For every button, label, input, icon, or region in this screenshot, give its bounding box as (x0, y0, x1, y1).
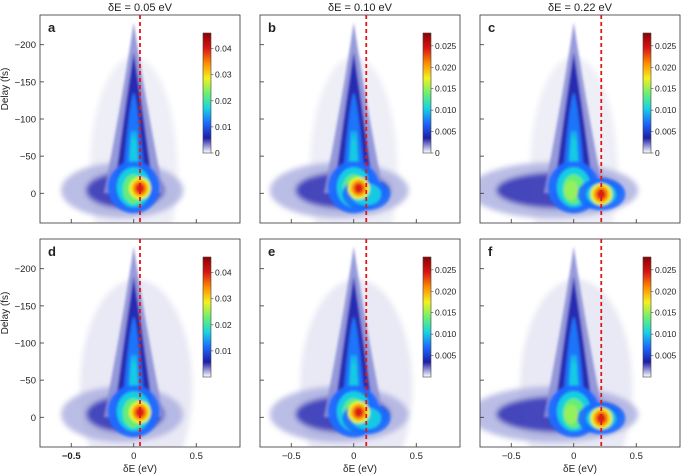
colorbar: 0 0.01 0.02 0.03 0.04 (202, 32, 232, 158)
colorbar: 0 0.005 0.010 0.015 0.020 0.025 (422, 32, 457, 158)
colorbar-tick-label: 0.04 (215, 44, 232, 54)
colorbar-tick-label: 0.020 (435, 62, 457, 72)
colorbar-tick-label: 0.015 (435, 308, 457, 318)
y-tick-label: −150 (15, 77, 36, 88)
y-tick-label: −200 (15, 264, 36, 275)
colorbar-tick-label: 0.010 (435, 105, 457, 115)
colorbar: 0.005 0.010 0.015 0.020 0.025 (642, 256, 677, 378)
colorbar-tick-label: 0.03 (215, 294, 232, 304)
colorbar-tick-label: 0.020 (655, 286, 677, 296)
x-tick-label: 0.5 (410, 451, 423, 462)
x-tick-label: −0.5 (282, 451, 301, 462)
y-tick-label: −100 (15, 339, 36, 350)
x-axis-label: δE (eV) (123, 464, 157, 474)
y-tick-label: 0 (31, 413, 36, 424)
colorbar-tick-label: 0.010 (655, 329, 677, 339)
heatmap-intensity (61, 22, 184, 223)
column-title: δE = 0.10 eV (328, 2, 393, 14)
x-tick-label: 0 (571, 451, 576, 462)
y-tick-label: −50 (20, 376, 36, 387)
colorbar-tick-label: 0.005 (435, 351, 457, 361)
colorbar-tick-label: 0.03 (215, 70, 232, 80)
colorbar-tick-label: 0.025 (435, 41, 457, 51)
panel-letter: e (268, 244, 275, 259)
colorbar-tick-label: 0.02 (215, 96, 232, 106)
colorbar-tick-label: 0.04 (215, 268, 232, 278)
colorbar-tick-label: 0.005 (655, 127, 677, 137)
y-tick-label: −100 (15, 115, 36, 126)
colorbar: 0.01 0.02 0.03 0.04 (202, 256, 232, 378)
panel-letter: a (48, 20, 56, 35)
colorbar-tick-label: 0.010 (655, 105, 677, 115)
x-axis-label: δE (eV) (343, 464, 377, 474)
x-tick-label: 0.5 (190, 451, 203, 462)
colorbar-tick-label: 0 (215, 148, 220, 158)
colorbar-tick-label: 0.015 (655, 84, 677, 94)
y-tick-label: −200 (15, 40, 36, 51)
panel-letter: d (48, 244, 56, 259)
colorbar-gradient (642, 32, 652, 154)
colorbar-tick-label: 0.010 (435, 329, 457, 339)
colorbar-tick-label: 0.025 (655, 41, 677, 51)
panel-b: b 0 0.005 0.010 0.015 0.020 0.025 (259, 14, 461, 224)
panel-letter: b (268, 20, 276, 35)
colorbar-tick-label: 0.025 (435, 265, 457, 275)
x-tick-label: 0.5 (630, 451, 643, 462)
y-axis-label: Delay (fs) (0, 68, 11, 111)
colorbar-tick-label: 0.005 (435, 127, 457, 137)
colorbar-tick-label: 0.01 (215, 122, 232, 132)
colorbar-tick-label: 0.020 (435, 286, 457, 296)
colorbar-tick-label: 0.015 (435, 84, 457, 94)
heatmap-intensity (269, 246, 413, 447)
colorbar-tick-label: 0.020 (655, 62, 677, 72)
y-tick-label: 0 (31, 189, 36, 200)
colorbar-gradient (202, 32, 212, 154)
x-tick-label: −0.5 (502, 451, 521, 462)
colorbar-tick-label: 0.01 (215, 346, 232, 356)
colorbar-tick-label: 0.015 (655, 308, 677, 318)
column-title: δE = 0.05 eV (108, 2, 173, 14)
column-title: δE = 0.22 eV (548, 2, 613, 14)
y-tick-label: −50 (20, 152, 36, 163)
heatmap-intensity (61, 246, 193, 447)
panel-letter: c (488, 20, 495, 35)
colorbar-tick-label: 0.025 (655, 265, 677, 275)
panel-c: c 0 0.005 0.010 0.015 0.020 0.025 (479, 14, 681, 224)
x-tick-label: 0 (131, 451, 136, 462)
y-axis-label: Delay (fs) (0, 292, 11, 335)
colorbar-tick-label: 0.005 (655, 351, 677, 361)
x-tick-label: −0.5 (62, 451, 81, 462)
colorbar: 0 0.005 0.010 0.015 0.020 0.025 (642, 32, 677, 158)
y-tick-label: −150 (15, 301, 36, 312)
colorbar-tick-label: 0 (435, 148, 440, 158)
panel-e: e −0.5 0 0.5 δE (eV) 0.005 0.010 0.015 0.020 0.02… (259, 238, 461, 474)
colorbar-gradient (642, 256, 652, 378)
x-tick-label: 0 (351, 451, 356, 462)
panel-f: f −0.5 0 0.5 δE (eV) 0.005 0.010 0.015 0.020 0.02… (479, 238, 681, 474)
colorbar-gradient (202, 256, 212, 378)
colorbar-gradient (422, 256, 432, 378)
colorbar-tick-label: 0.02 (215, 320, 232, 330)
heatmap-intensity (480, 246, 639, 447)
x-axis-label: δE (eV) (563, 464, 597, 474)
heatmap-intensity (480, 22, 639, 223)
colorbar-gradient (422, 32, 432, 154)
panel-letter: f (488, 244, 493, 259)
panel-d: d −200 −150 −100 −50 0 Delay (fs) −0.5 0 0.5 δE (e… (0, 238, 241, 474)
colorbar: 0.005 0.010 0.015 0.020 0.025 (422, 256, 457, 378)
panel-a: a −200 −150 −100 −50 0 Delay (fs) 0 0.01 0.02 0.03… (0, 14, 241, 224)
colorbar-tick-label: 0 (655, 148, 660, 158)
